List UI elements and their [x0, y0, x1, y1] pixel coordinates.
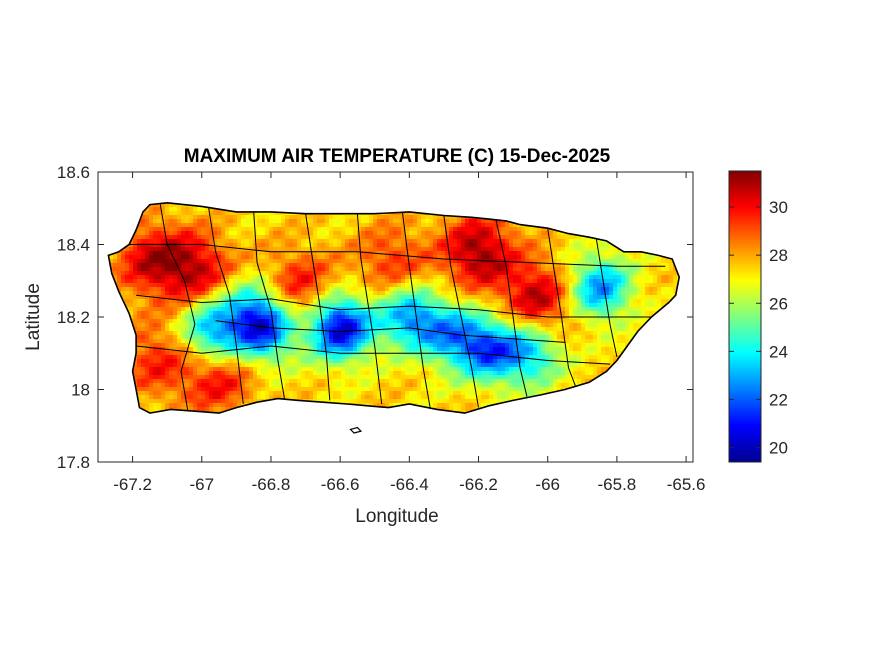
- municipality-boundary: [253, 211, 286, 401]
- y-axis-ticks: 17.8 18 18.2 18.4 18.6: [57, 163, 693, 472]
- x-axis-ticks: -67.2 -67 -66.8 -66.6 -66.4 -66.2 -66 -65.8 -65.…: [113, 172, 705, 494]
- x-tick-label: -66: [535, 475, 560, 494]
- colorbar-tick-label: 22: [769, 390, 788, 409]
- colorbar-tick-label: 24: [769, 342, 788, 361]
- municipality-boundary: [401, 211, 431, 408]
- colorbar-tick-label: 28: [769, 246, 788, 265]
- colorbar-tick-label: 30: [769, 198, 788, 217]
- x-axis-label: Longitude: [355, 506, 438, 527]
- municipality-boundary: [595, 237, 618, 358]
- x-tick-label: -66.8: [252, 475, 291, 494]
- chart-title: MAXIMUM AIR TEMPERATURE (C) 15-Dec-2025: [184, 146, 611, 167]
- island-coastline: [107, 201, 681, 414]
- x-tick-label: -66.2: [459, 475, 498, 494]
- y-tick-label: 18.2: [57, 308, 90, 327]
- x-tick-label: -65.8: [598, 475, 637, 494]
- y-tick-label: 18: [71, 381, 90, 400]
- municipality-boundaries: [125, 204, 666, 412]
- y-tick-label: 17.8: [57, 453, 90, 472]
- municipality-boundary: [136, 345, 611, 365]
- municipality-boundary: [215, 320, 566, 343]
- municipality-boundary: [125, 244, 666, 267]
- municipality-boundary: [136, 294, 652, 318]
- municipality-boundary: [159, 204, 196, 412]
- colorbar-tick-label: 20: [769, 439, 788, 458]
- x-tick-label: -65.6: [667, 475, 706, 494]
- x-tick-label: -66.4: [390, 475, 429, 494]
- colorbar: [728, 170, 762, 463]
- vieques-fragment: [349, 426, 363, 434]
- municipality-boundary: [305, 213, 331, 401]
- y-tick-label: 18.4: [57, 236, 90, 255]
- y-tick-label: 18.6: [57, 163, 90, 182]
- x-tick-label: -66.6: [321, 475, 360, 494]
- municipality-boundary: [356, 213, 383, 405]
- municipality-boundary: [495, 218, 528, 397]
- y-axis-label: Latitude: [23, 283, 44, 351]
- x-tick-label: -67.2: [113, 475, 152, 494]
- colorbar-tick-label: 26: [769, 294, 788, 313]
- colorbar-ticks: 20 22 24 26 28 30: [729, 198, 788, 458]
- municipality-boundary: [443, 215, 479, 408]
- municipality-boundary: [208, 208, 244, 405]
- x-tick-label: -67: [189, 475, 214, 494]
